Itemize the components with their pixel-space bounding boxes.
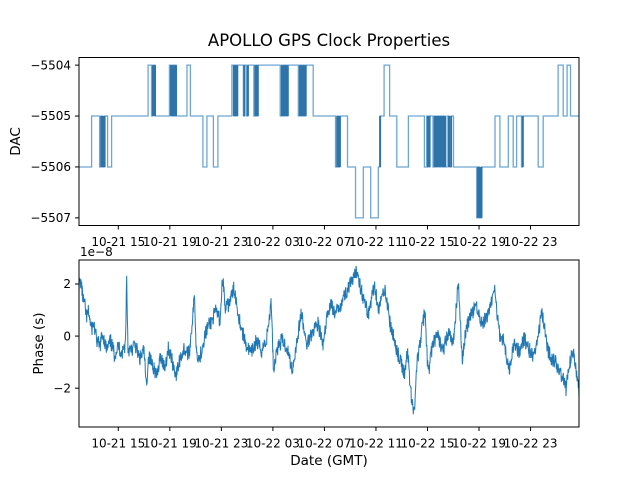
x-tick-label: 10-21 15: [91, 235, 145, 249]
x-tick-label: 10-22 03: [246, 437, 300, 451]
x-tick-label: 10-22 15: [401, 235, 455, 249]
x-tick-label: 10-22 23: [504, 437, 558, 451]
x-tick-label: 10-21 23: [194, 235, 248, 249]
y-tick-label: −5507: [30, 211, 71, 225]
axes-frame: [78, 57, 580, 226]
x-tick-label: 10-22 11: [349, 437, 403, 451]
y-tick-label: 2: [63, 277, 71, 291]
axes-frame: [78, 259, 580, 428]
y-tick-label: 0: [63, 329, 71, 343]
phase-ylabel: Phase (s): [31, 312, 47, 374]
date-xlabel: Date (GMT): [290, 453, 367, 469]
x-tick-label: 10-22 07: [297, 235, 351, 249]
dac-ylabel: DAC: [8, 127, 24, 156]
offset-text-1e-8: 1e−8: [80, 245, 113, 259]
phase-series-line: [79, 265, 579, 415]
x-tick-label: 10-22 19: [452, 235, 506, 249]
x-tick-label: 10-22 07: [297, 437, 351, 451]
y-tick-label: −5506: [30, 160, 71, 174]
x-tick-label: 10-22 23: [504, 235, 558, 249]
x-tick-label: 10-22 15: [401, 437, 455, 451]
dac-series-dense-segments: [100, 65, 524, 218]
x-tick-label: 10-21 23: [194, 437, 248, 451]
y-tick-label: −5505: [30, 109, 71, 123]
y-tick-label: −5504: [30, 58, 71, 72]
x-tick-label: 10-22 11: [349, 235, 403, 249]
x-tick-label: 10-21 19: [143, 235, 197, 249]
x-tick-label: 10-21 15: [91, 437, 145, 451]
y-tick-label: −2: [53, 381, 71, 395]
x-tick-label: 10-22 03: [246, 235, 300, 249]
chart-title: APOLLO GPS Clock Properties: [208, 31, 450, 50]
x-tick-label: 10-21 19: [143, 437, 197, 451]
x-tick-label: 10-22 19: [452, 437, 506, 451]
